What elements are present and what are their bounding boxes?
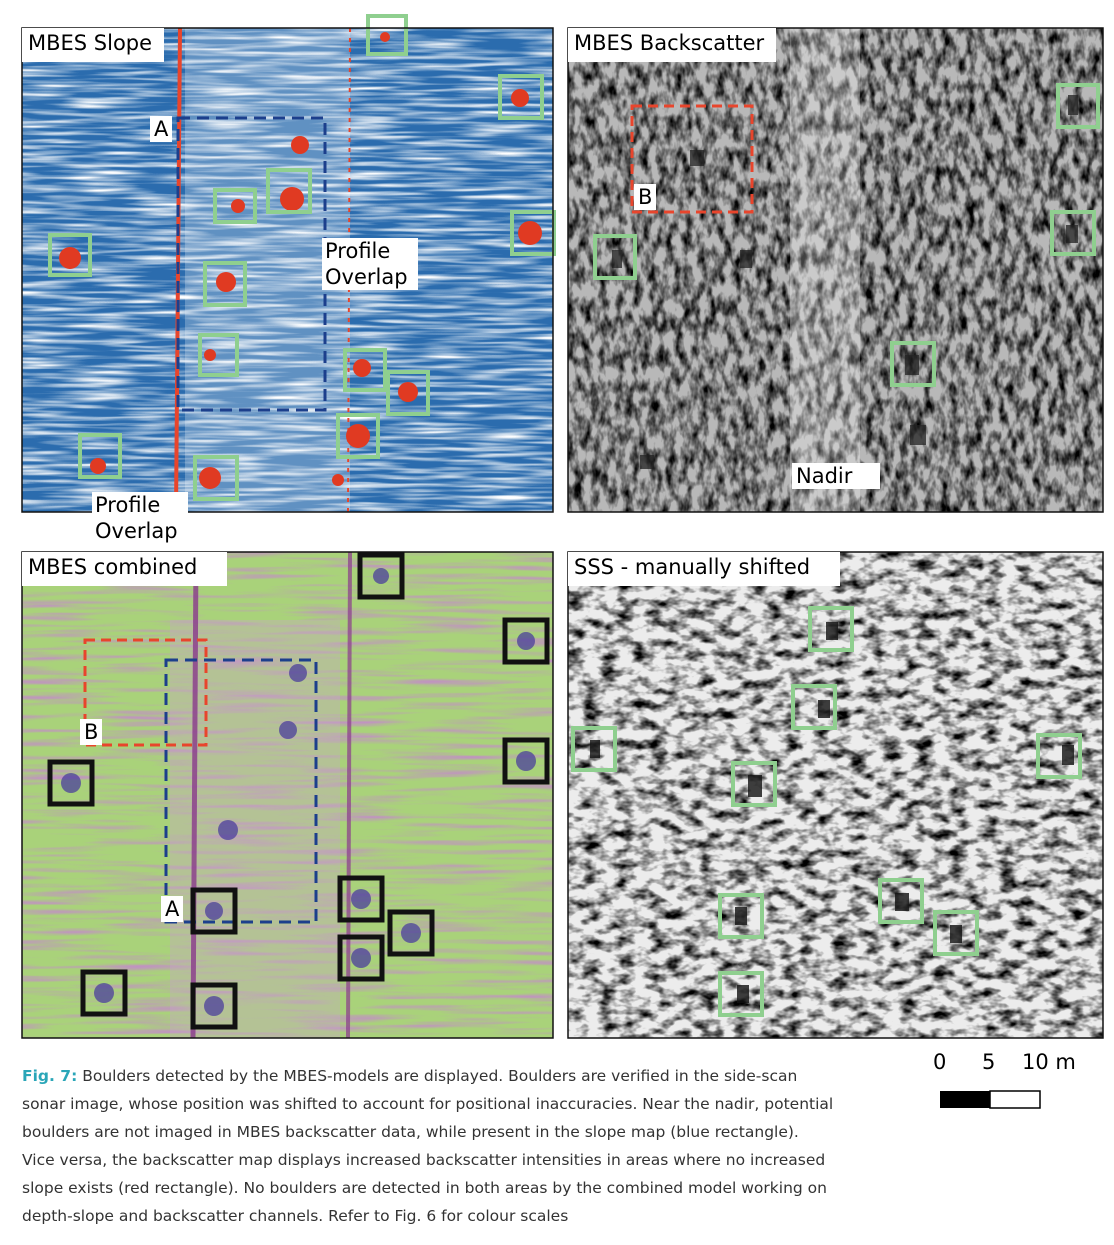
- scale-label: 0: [933, 1050, 946, 1074]
- scale-label: 10 m: [1022, 1050, 1076, 1074]
- annotation: A: [161, 896, 183, 922]
- caption-text: Boulders detected by the MBES-models are…: [82, 1067, 797, 1085]
- caption-line: sonar image, whose position was shifted …: [22, 1090, 833, 1118]
- caption-label: Fig. 7:: [22, 1067, 77, 1085]
- sss-panel: [568, 552, 1103, 1038]
- caption-line: boulders are not imaged in MBES backscat…: [22, 1118, 799, 1146]
- annotation: B: [634, 184, 656, 210]
- panel-title: MBES Slope: [22, 28, 164, 62]
- annotation: Profile Overlap: [92, 492, 188, 544]
- annotation: Profile Overlap: [322, 238, 418, 290]
- panel-title: MBES combined: [22, 552, 227, 586]
- panel-title: SSS - manually shifted: [568, 552, 840, 586]
- figure-page: MBES Slope MBES Backscatter MBES combine…: [0, 0, 1114, 1245]
- combined-panel: [22, 552, 553, 1038]
- panel-title: MBES Backscatter: [568, 28, 776, 62]
- annotation: A: [150, 116, 172, 142]
- figure-graphics: [0, 0, 1114, 1245]
- backscatter-panel: [568, 28, 1103, 512]
- caption-line: depth-slope and backscatter channels. Re…: [22, 1202, 568, 1230]
- caption-line: Vice versa, the backscatter map displays…: [22, 1146, 825, 1174]
- caption-line: slope exists (red rectangle). No boulder…: [22, 1174, 827, 1202]
- scale-bar: [940, 1091, 1040, 1108]
- scale-label: 5: [982, 1050, 995, 1074]
- annotation: B: [80, 719, 102, 745]
- caption-line: Fig. 7: Boulders detected by the MBES-mo…: [22, 1062, 797, 1090]
- slope-panel: [22, 16, 554, 512]
- annotation: Nadir: [792, 463, 880, 489]
